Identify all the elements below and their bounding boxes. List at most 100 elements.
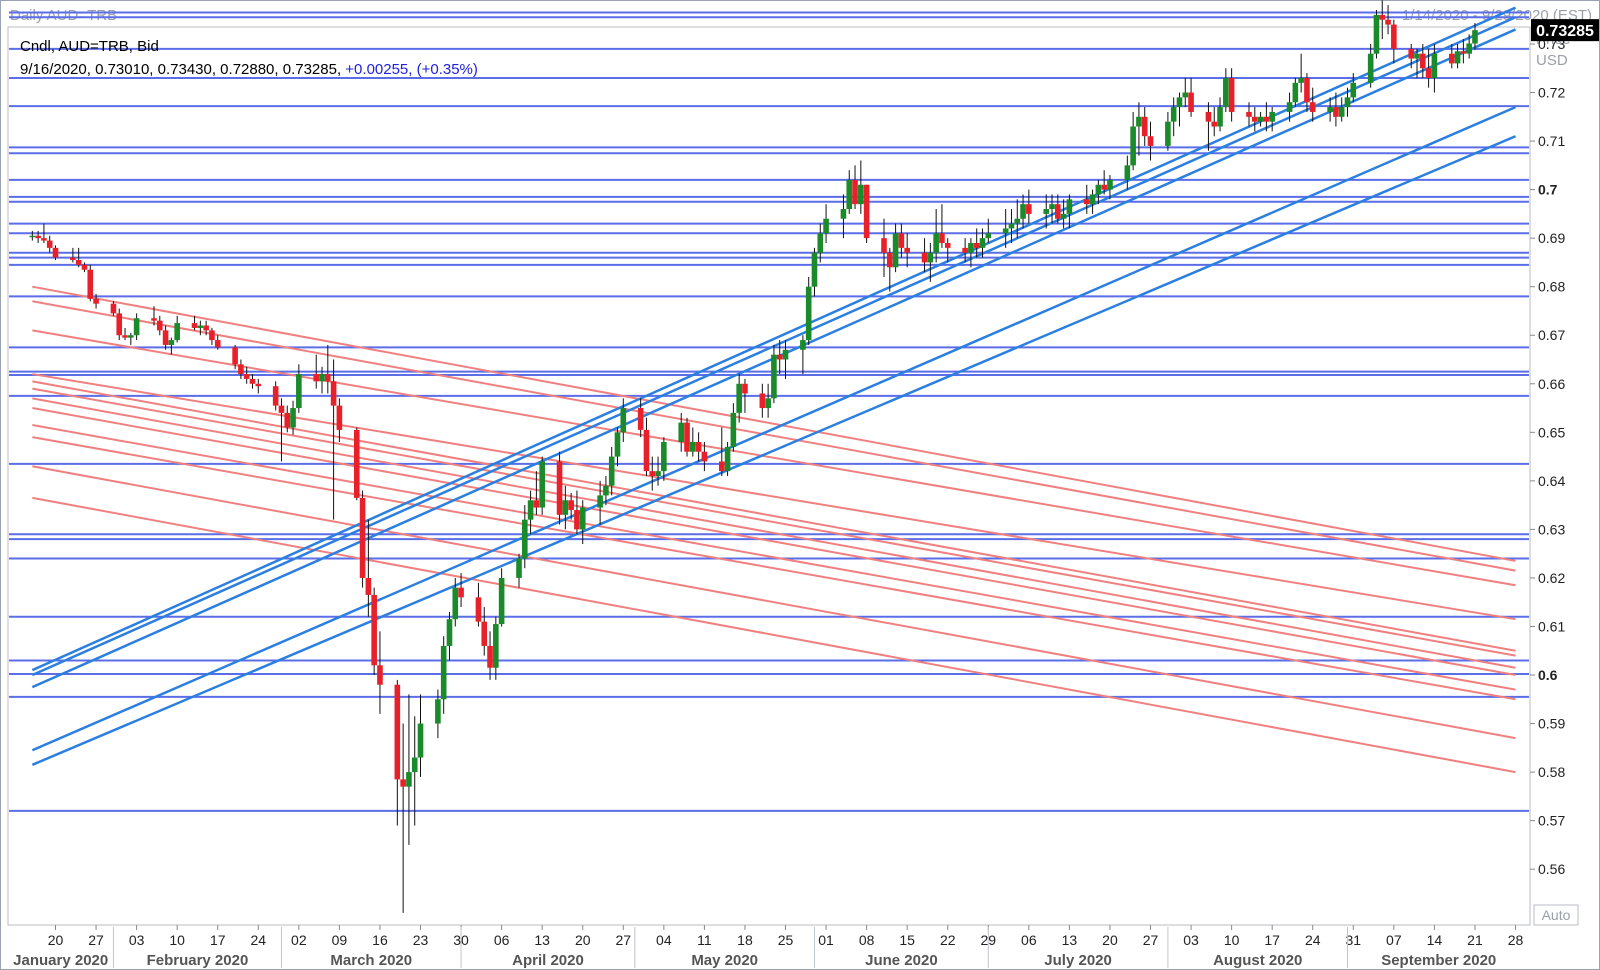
date-label: 31 (1346, 932, 1362, 948)
candle-up (296, 374, 302, 409)
auto-scale-button[interactable] (1533, 904, 1579, 926)
plot-area[interactable] (7, 26, 1531, 926)
candle-down (556, 461, 563, 515)
candle-down (1188, 92, 1194, 112)
candle-down (695, 442, 702, 452)
candle-up (128, 335, 134, 338)
candle-down (75, 259, 82, 265)
date-label: 03 (129, 932, 145, 948)
candle-down (209, 330, 215, 341)
month-label: June 2020 (865, 952, 938, 969)
candle-down (1101, 184, 1107, 190)
date-label: 22 (940, 932, 956, 948)
candle-down (904, 247, 910, 253)
candle-down (93, 298, 99, 304)
candle-up (539, 461, 545, 508)
candle-up (730, 412, 737, 447)
candle-down (898, 233, 905, 248)
candle-down (475, 597, 482, 622)
date-label: 01 (818, 932, 834, 948)
candle-up (290, 408, 296, 428)
candle-up (1350, 82, 1357, 98)
candle-up (1414, 53, 1420, 59)
candle-up (1043, 209, 1050, 214)
downtrend-lines (32, 285, 1516, 774)
candle-down (852, 179, 858, 205)
date-label: 24 (1305, 932, 1321, 948)
candle-down (191, 323, 198, 328)
candle-down (1263, 116, 1270, 122)
date-label: 27 (615, 932, 631, 948)
date-label: 20 (575, 932, 591, 948)
uptrend-line (31, 105, 1517, 752)
date-label: 27 (88, 932, 104, 948)
candle-down (1425, 68, 1432, 78)
downtrend-line (32, 373, 1516, 621)
downtrend-line (32, 407, 1516, 677)
candle-up (782, 349, 789, 360)
candle-up (1014, 218, 1021, 224)
legend-series: Cndl, AUD=TRB, Bid (20, 38, 159, 55)
candle-down (203, 325, 209, 331)
date-label: 09 (332, 932, 348, 948)
downtrend-line (32, 285, 1516, 562)
candle-up (493, 624, 499, 668)
candle-down (116, 313, 123, 336)
downtrend-line (32, 496, 1516, 774)
candle-up (1089, 194, 1096, 205)
candle-down (939, 233, 945, 244)
candle-down (649, 471, 656, 476)
candle-down (921, 252, 928, 263)
candle-down (313, 374, 320, 382)
candle-down (481, 621, 488, 646)
candle-down (41, 238, 47, 241)
candle-down (81, 264, 88, 270)
candle-down (70, 257, 76, 260)
candle-up (608, 456, 615, 486)
month-label: May 2020 (691, 952, 758, 969)
candle-down (156, 320, 163, 331)
candle-down (1147, 136, 1154, 146)
candle-up (1060, 213, 1067, 219)
month-label: August 2020 (1213, 952, 1302, 969)
candle-up (614, 432, 621, 457)
candle-up (1217, 107, 1223, 127)
candle-up (1066, 199, 1073, 214)
candle-down (1228, 77, 1235, 112)
candle-up (417, 723, 424, 758)
candle-down (353, 429, 360, 498)
candle-up (435, 699, 441, 724)
candle-up (168, 340, 175, 345)
candle-up (406, 772, 412, 787)
candle-up (452, 587, 459, 620)
date-label: 18 (737, 932, 753, 948)
candle-down (1385, 19, 1391, 25)
candle-down (742, 383, 748, 394)
candle-up (811, 252, 818, 287)
date-label: 17 (1264, 932, 1280, 948)
candle-up (197, 325, 204, 328)
legend-ohlc: 9/16/2020, 0.73010, 0.73430, 0.72880, 0.… (20, 61, 478, 78)
downtrend-line (32, 387, 1516, 657)
candle-up (1095, 184, 1102, 195)
candle-up (724, 446, 731, 472)
month-label: February 2020 (147, 952, 249, 969)
date-label: 20 (1102, 932, 1118, 948)
price-label: 0.71 (1538, 133, 1565, 149)
candles (29, 0, 1478, 913)
candle-down (1460, 51, 1467, 54)
date-label: 21 (1467, 932, 1483, 948)
candle-down (87, 269, 94, 299)
candle-up (1367, 53, 1374, 83)
candle-up (1176, 97, 1183, 108)
candle-down (776, 354, 783, 360)
candle-up (979, 238, 986, 248)
candle-up (562, 500, 569, 515)
candle-up (521, 519, 528, 559)
candle-up (174, 323, 180, 341)
candle-down (1205, 111, 1212, 122)
candle-down (249, 378, 256, 384)
price-label: 0.58 (1538, 764, 1565, 780)
